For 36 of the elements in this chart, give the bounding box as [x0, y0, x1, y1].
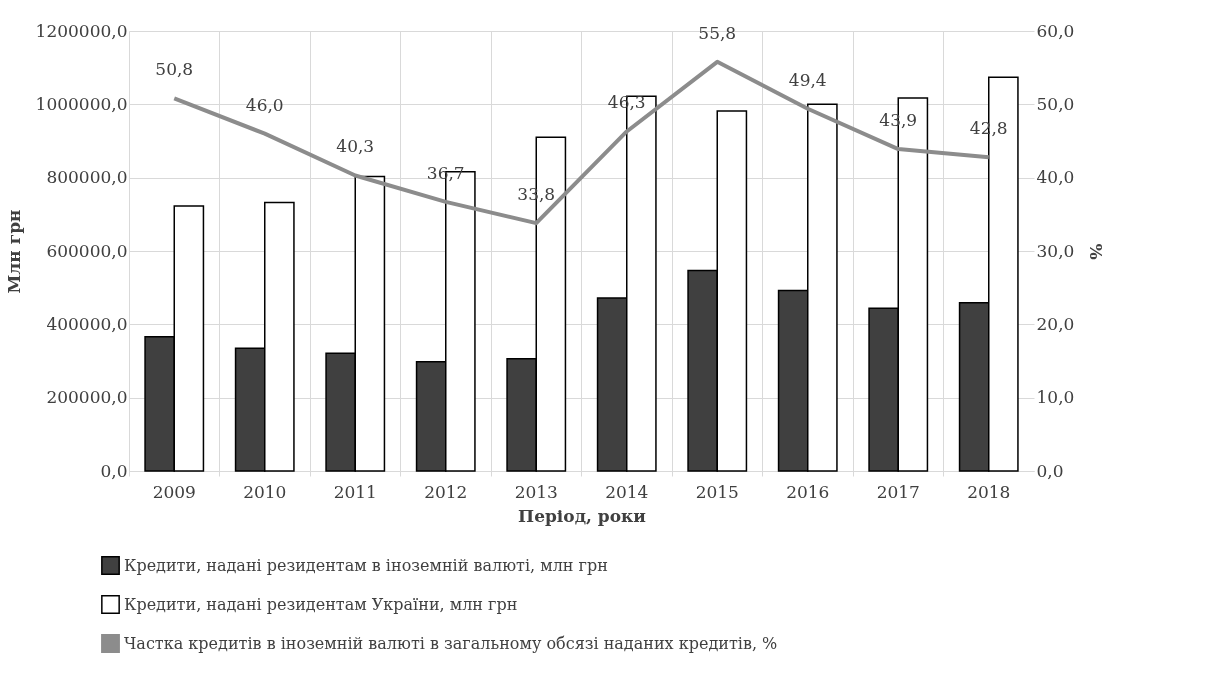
y2-tick-label: 60,0 [1036, 20, 1075, 41]
y2-tick-label: 50,0 [1036, 93, 1075, 114]
x-tick-label: 2018 [967, 481, 1011, 502]
y-axis-title: Млн грн [3, 209, 24, 294]
y-tick-label: 200000,0 [46, 387, 128, 408]
y-tick-label: 1200000,0 [35, 20, 128, 41]
legend-label: Частка кредитів в іноземній валюті в загальному обсязі наданих кредитів, % [124, 633, 778, 653]
x-tick-label: 2009 [152, 481, 196, 502]
x-tick-label: 2015 [695, 481, 739, 502]
data-label: 50,8 [155, 59, 194, 80]
y2-tick-label: 30,0 [1036, 240, 1075, 261]
data-label: 36,7 [426, 162, 465, 183]
legend-label: Кредити, надані резидентам України, млн грн [124, 594, 518, 614]
x-tick-label: 2017 [876, 481, 920, 502]
x-tick-label: 2012 [424, 481, 468, 502]
x-tick-label: 2013 [514, 481, 558, 502]
data-label: 49,4 [788, 69, 827, 90]
y2-tick-label: 0,0 [1036, 460, 1064, 481]
y-tick-label: 400000,0 [46, 313, 128, 334]
y-tick-label: 0,0 [100, 460, 128, 481]
data-label: 40,3 [336, 136, 375, 157]
x-tick-label: 2011 [333, 481, 377, 502]
y-tick-label: 600000,0 [46, 240, 128, 261]
y-tick-label: 1000000,0 [35, 93, 128, 114]
data-label: 46,0 [245, 94, 284, 115]
x-tick-label: 2016 [786, 481, 830, 502]
y2-tick-label: 20,0 [1036, 313, 1075, 334]
legend-label: Кредити, надані резидентам в іноземній валюті, млн грн [124, 555, 608, 575]
x-axis-title: Період, роки [518, 505, 647, 526]
data-label: 55,8 [698, 22, 737, 43]
x-tick-label: 2014 [605, 481, 649, 502]
y2-tick-label: 10,0 [1036, 387, 1075, 408]
x-tick-label: 2010 [243, 481, 287, 502]
y-tick-label: 800000,0 [46, 167, 128, 188]
y2-tick-label: 40,0 [1036, 167, 1075, 188]
y2-axis-title: % [1086, 243, 1107, 260]
